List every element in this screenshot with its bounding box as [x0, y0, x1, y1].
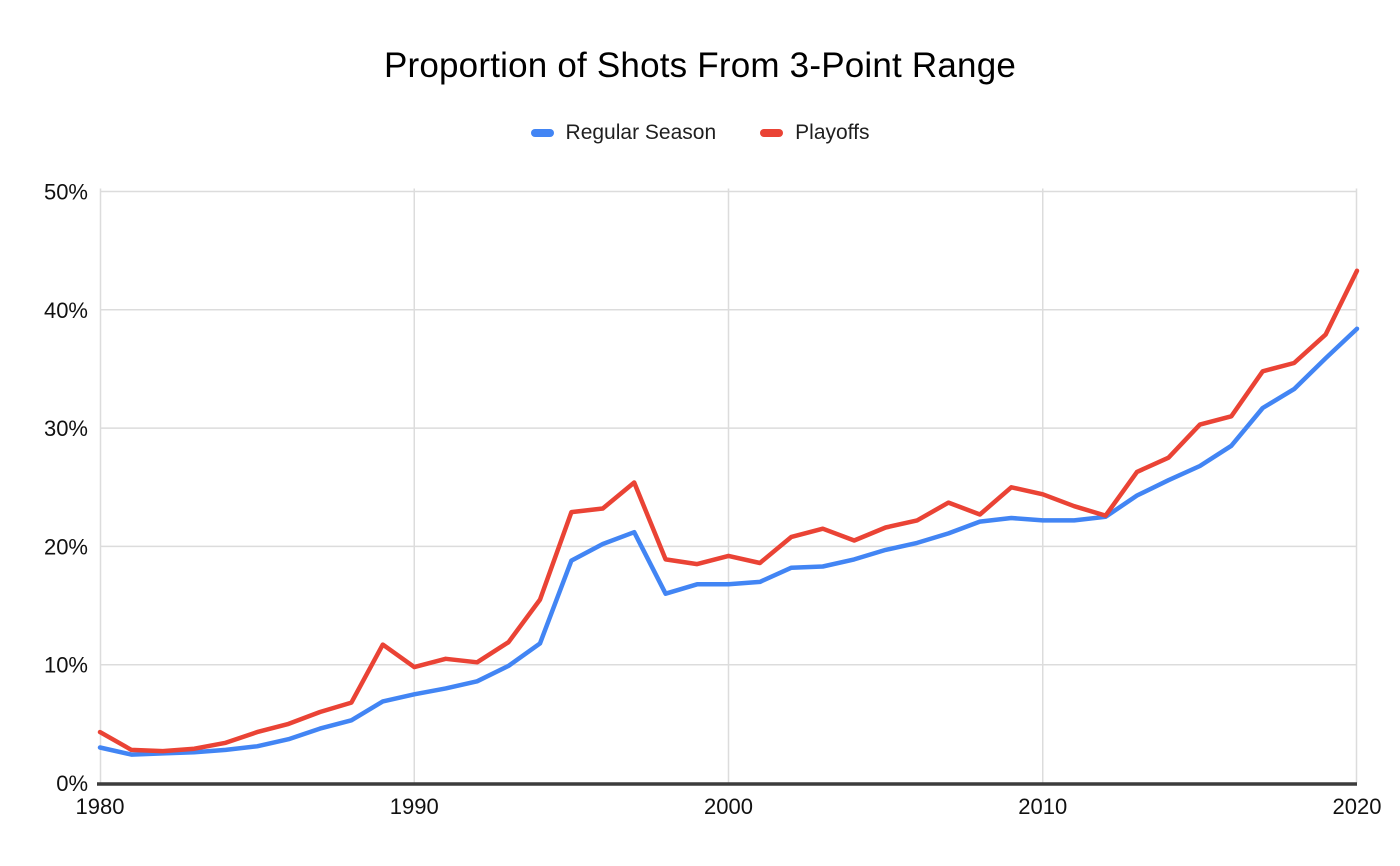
x-axis-labels: 1980 1990 2000 2010 2020: [76, 794, 1382, 819]
y-tick-label: 20%: [44, 534, 88, 559]
series-lines: [97, 268, 1360, 757]
series-line-regular-season: [97, 326, 1360, 757]
y-tick-label: 40%: [44, 298, 88, 323]
y-tick-label: 30%: [44, 416, 88, 441]
gridlines: [99, 188, 1358, 783]
legend-label-regular-season: Regular Season: [565, 121, 717, 144]
y-tick-label: 0%: [56, 771, 88, 796]
series-line-playoffs: [97, 268, 1360, 754]
chart-legend: Regular Season Playoffs: [0, 121, 1400, 145]
regular-season-swatch-icon: [530, 129, 554, 137]
legend-label-playoffs: Playoffs: [795, 121, 870, 144]
y-axis-labels: 0% 10% 20% 30% 40% 50%: [44, 180, 88, 797]
y-tick-label: 50%: [44, 180, 88, 205]
y-tick-label: 10%: [44, 653, 88, 678]
x-tick-label: 1990: [390, 794, 439, 819]
x-tick-label: 2010: [1018, 794, 1067, 819]
legend-item-regular-season: Regular Season: [530, 121, 717, 145]
x-tick-label: 2000: [704, 794, 753, 819]
playoffs-swatch-icon: [760, 129, 784, 137]
chart-title: Proportion of Shots From 3-Point Range: [383, 46, 1017, 85]
x-tick-label: 1980: [76, 794, 125, 819]
x-tick-label: 2020: [1333, 794, 1382, 819]
legend-item-playoffs: Playoffs: [760, 121, 869, 145]
